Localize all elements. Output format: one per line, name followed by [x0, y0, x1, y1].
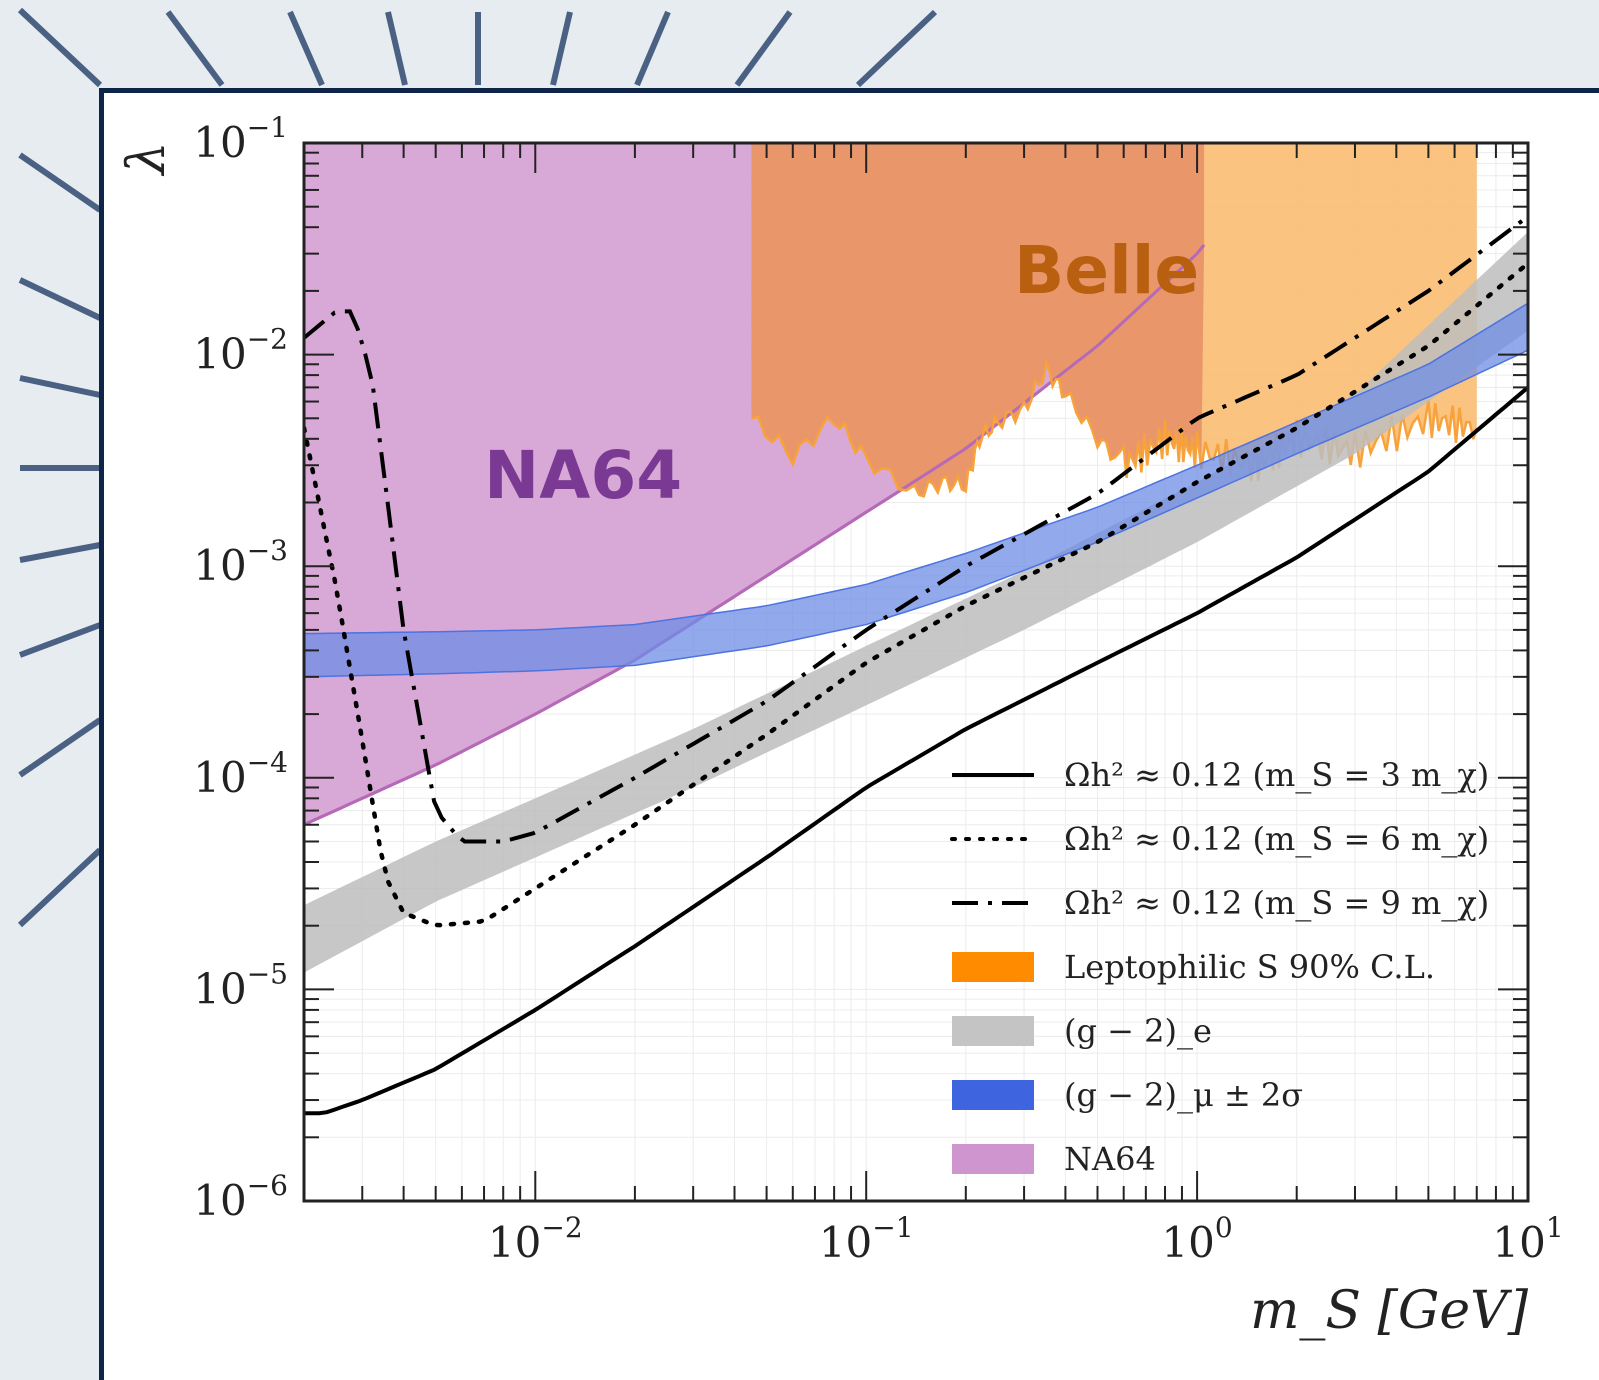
y-tick-label: 10−5	[193, 957, 288, 1013]
x-axis-title: m_S [GeV]	[1250, 1281, 1529, 1341]
x-tick-label: 10−1	[819, 1211, 914, 1267]
legend-swatch-box	[952, 952, 1034, 982]
axis-ticks	[303, 142, 1529, 1202]
legend-entry: NA64	[952, 1140, 1156, 1178]
legend-label: Ωh² ≈ 0.12 (m_S = 3 m_χ)	[1064, 756, 1489, 794]
deco-ray	[19, 375, 101, 398]
plot-border	[302, 141, 1530, 1203]
legend-entry: Ωh² ≈ 0.12 (m_S = 6 m_χ)	[950, 820, 1489, 858]
deco-ray	[18, 277, 102, 321]
y-tick-label: 10−3	[193, 534, 288, 590]
deco-ray	[19, 542, 101, 563]
x-tick-label: 10−2	[488, 1211, 583, 1267]
deco-ray	[855, 9, 938, 88]
legend-label: Leptophilic S 90% C.L.	[1064, 948, 1435, 986]
legend-label: NA64	[1064, 1140, 1156, 1178]
deco-ray	[18, 622, 102, 658]
legend-entry: (g − 2)_μ ± 2σ	[952, 1076, 1303, 1114]
deco-ray	[18, 152, 102, 213]
legend-entry: (g − 2)_e	[952, 1012, 1212, 1050]
deco-ray	[734, 10, 793, 87]
gm2-e-band	[304, 231, 1528, 973]
y-tick-label: 10−6	[193, 1169, 288, 1225]
na64-label: NA64	[484, 437, 682, 514]
legend: Ωh² ≈ 0.12 (m_S = 3 m_χ) Ωh² ≈ 0.12 (m_S …	[950, 756, 1489, 1178]
deco-ray	[287, 10, 325, 87]
belle-label: Belle	[1014, 232, 1199, 309]
legend-entry: Ωh² ≈ 0.12 (m_S = 3 m_χ)	[952, 756, 1489, 794]
legend-label: (g − 2)_e	[1064, 1012, 1212, 1050]
na64-edge-overlay	[304, 243, 1206, 827]
relic-line-dashdot	[304, 214, 1528, 844]
deco-ray	[385, 11, 408, 86]
deco-ray	[17, 847, 103, 928]
deco-ray	[634, 10, 671, 87]
belle-dark-region	[751, 143, 1205, 497]
figure-card: 10−2 10−1 100 101 10−1 10−2 10−3 10−4 10−5 10−6 N…	[99, 88, 1599, 1380]
leptophilic-edge	[751, 358, 1478, 498]
tick-labels: 10−2 10−1 100 101 10−1 10−2 10−3 10−4 10−5 10−6	[193, 111, 1563, 1267]
legend-swatch-box	[952, 1144, 1034, 1174]
relic-lines	[304, 214, 1528, 1116]
deco-ray	[18, 717, 102, 778]
legend-label: Ωh² ≈ 0.12 (m_S = 6 m_χ)	[1064, 820, 1489, 858]
regions	[304, 143, 1528, 973]
legend-label: (g − 2)_μ ± 2σ	[1064, 1076, 1303, 1114]
deco-ray	[165, 10, 225, 87]
deco-ray	[17, 7, 103, 88]
legend-swatch-box	[952, 1080, 1034, 1110]
relic-line-solid	[304, 385, 1528, 1116]
y-tick-label: 10−4	[193, 746, 288, 802]
exclusion-plot: 10−2 10−1 100 101 10−1 10−2 10−3 10−4 10−5 10−6 N…	[117, 111, 1564, 1341]
deco-ray	[550, 11, 573, 86]
legend-entry: Leptophilic S 90% C.L.	[952, 948, 1435, 986]
y-tick-label: 10−2	[193, 323, 288, 379]
x-tick-label: 100	[1161, 1211, 1232, 1267]
legend-swatch-box	[952, 1016, 1034, 1046]
legend-label: Ωh² ≈ 0.12 (m_S = 9 m_χ)	[1064, 884, 1489, 922]
y-tick-label: 10−1	[193, 111, 288, 167]
legend-entry: Ωh² ≈ 0.12 (m_S = 9 m_χ)	[952, 884, 1489, 922]
y-axis-title: λ	[117, 142, 177, 177]
plot-frame	[302, 141, 1530, 1203]
x-tick-label: 101	[1492, 1211, 1563, 1267]
gm2-mu-band	[304, 302, 1528, 678]
